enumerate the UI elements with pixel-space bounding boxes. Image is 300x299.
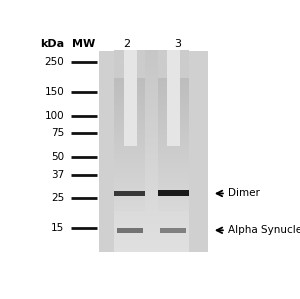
- Text: Alpha Synuclein: Alpha Synuclein: [228, 225, 300, 235]
- Text: 37: 37: [51, 170, 64, 180]
- Text: kDa: kDa: [40, 39, 64, 49]
- Bar: [99, 51, 208, 252]
- Text: 3: 3: [175, 39, 182, 49]
- Text: 250: 250: [44, 57, 64, 67]
- Text: 75: 75: [51, 128, 64, 138]
- Bar: [117, 228, 143, 233]
- Bar: [114, 191, 145, 196]
- Text: 50: 50: [51, 152, 64, 162]
- Text: 150: 150: [44, 87, 64, 97]
- Bar: [158, 190, 189, 196]
- Bar: [160, 228, 186, 233]
- Text: Dimer: Dimer: [228, 188, 260, 199]
- Text: MW: MW: [72, 39, 96, 49]
- Text: 15: 15: [51, 223, 64, 233]
- Text: 100: 100: [45, 111, 64, 121]
- Text: 2: 2: [124, 39, 130, 49]
- Text: 25: 25: [51, 193, 64, 203]
